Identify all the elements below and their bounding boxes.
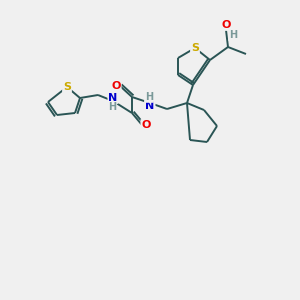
Text: N: N [108, 93, 118, 103]
Text: S: S [191, 43, 199, 53]
Text: H: H [108, 102, 116, 112]
Text: H: H [229, 30, 237, 40]
Text: N: N [146, 101, 154, 111]
Text: S: S [63, 82, 71, 92]
Text: H: H [145, 92, 153, 102]
Text: O: O [141, 120, 151, 130]
Text: O: O [221, 20, 231, 30]
Text: O: O [111, 81, 121, 91]
